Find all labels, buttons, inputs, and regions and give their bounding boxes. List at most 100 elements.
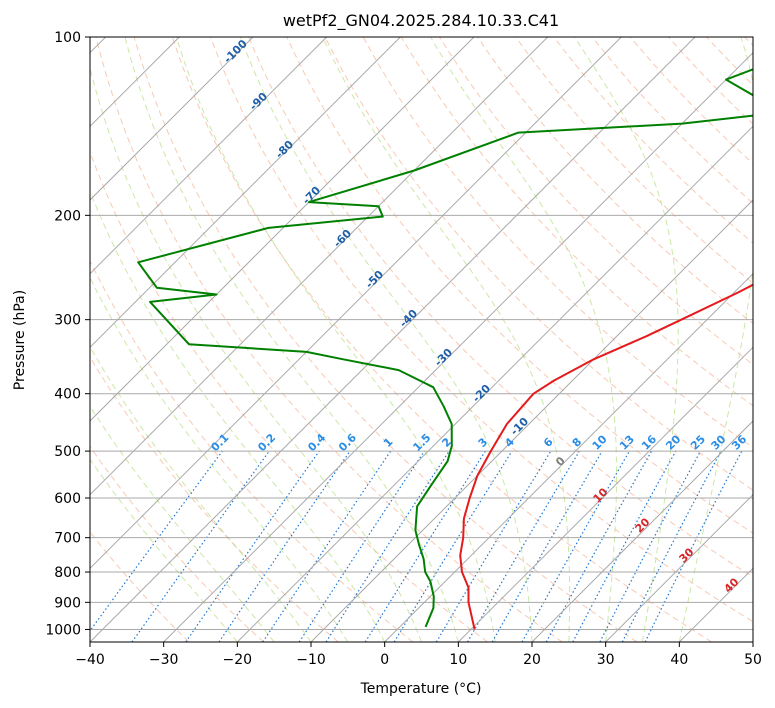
mixing-ratio-label: 10 bbox=[590, 432, 610, 452]
dry-adiabat-line bbox=[90, 531, 190, 642]
x-tick-label: −20 bbox=[223, 652, 253, 668]
mixing-ratio-lines bbox=[90, 450, 743, 642]
isotherm-line bbox=[90, 37, 328, 275]
chart-title: wetPf2_GN04.2025.284.10.33.C41 bbox=[283, 11, 559, 31]
y-tick-label: 500 bbox=[54, 444, 81, 460]
isotherm-line bbox=[752, 641, 753, 642]
y-tick-label: 900 bbox=[54, 595, 81, 611]
moist-adiabat-line bbox=[90, 458, 238, 642]
mixing-ratio-label: 1 bbox=[381, 435, 396, 450]
isotherm-label: -60 bbox=[331, 227, 354, 250]
x-axis-ticks: −40 −30 −20 −10 0 10 20 30 40 50 bbox=[75, 642, 762, 668]
y-tick-label: 600 bbox=[54, 491, 81, 507]
mixing-ratio-line bbox=[393, 450, 513, 642]
mixing-ratio-label: 25 bbox=[688, 433, 708, 453]
dry-adiabat-line bbox=[90, 445, 264, 642]
dry-adiabat-line bbox=[248, 37, 753, 578]
x-tick-label: −10 bbox=[296, 652, 326, 668]
dry-adiabat-line bbox=[90, 355, 339, 642]
moist-adiabat-line bbox=[90, 65, 422, 642]
isotherm-line bbox=[531, 420, 753, 642]
y-tick-label: 700 bbox=[54, 531, 81, 547]
moist-adiabat-label: 10 bbox=[591, 485, 611, 505]
mixing-ratio-label: 8 bbox=[570, 435, 585, 450]
mixing-ratio-line bbox=[262, 450, 392, 642]
dry-adiabat-line bbox=[744, 37, 753, 47]
dewpoint-profile bbox=[137, 68, 753, 628]
mixing-ratio-line bbox=[131, 450, 270, 642]
mixing-ratio-line bbox=[185, 450, 320, 642]
isotherm-line bbox=[236, 125, 753, 642]
dry-adiabat-line bbox=[400, 37, 753, 407]
x-tick-label: 10 bbox=[449, 652, 467, 668]
temperature-profile bbox=[459, 283, 753, 630]
dry-adiabat-line bbox=[90, 150, 488, 642]
y-tick-label: 200 bbox=[54, 208, 81, 224]
moist-adiabats bbox=[90, 37, 753, 642]
moist-adiabat-line bbox=[175, 37, 496, 642]
moist-adiabat-label: 40 bbox=[722, 575, 742, 595]
mixing-ratio-label: 6 bbox=[541, 435, 556, 450]
y-axis-ticks: 100 200 300 400 500 600 700 800 900 1000 bbox=[45, 30, 90, 638]
dry-adiabat-line bbox=[171, 37, 712, 642]
isotherm-line bbox=[310, 199, 753, 642]
mixing-ratio-label: 30 bbox=[709, 432, 729, 452]
dry-adiabats bbox=[90, 37, 753, 642]
x-tick-label: 50 bbox=[744, 652, 762, 668]
dry-adiabat-line bbox=[210, 37, 753, 623]
mixing-ratio-line bbox=[325, 450, 450, 642]
moist-adiabat-line bbox=[430, 37, 617, 642]
moist-adiabat-line bbox=[322, 37, 571, 642]
moist-adiabat-line bbox=[574, 37, 679, 642]
isotherm-label: -30 bbox=[432, 346, 455, 369]
isotherm-label: -90 bbox=[247, 90, 270, 113]
mixing-ratio-line bbox=[298, 450, 425, 642]
dry-adiabat-line bbox=[515, 37, 753, 284]
mixing-ratio-line bbox=[90, 450, 223, 632]
dry-adiabat-line bbox=[629, 37, 753, 165]
moist-adiabat-label: 20 bbox=[633, 515, 653, 535]
x-tick-label: 30 bbox=[597, 652, 615, 668]
isotherm-label: -80 bbox=[273, 138, 296, 161]
moist-adiabat-line bbox=[678, 37, 753, 642]
isotherm-line bbox=[384, 272, 753, 642]
mixing-ratio-line bbox=[364, 450, 486, 642]
isotherm-line bbox=[457, 346, 753, 642]
mixing-ratio-label: 16 bbox=[639, 432, 659, 452]
sounding-profiles bbox=[137, 68, 753, 630]
x-tick-label: 40 bbox=[670, 652, 688, 668]
mixing-ratio-label: 36 bbox=[729, 432, 749, 452]
isotherm-label: -20 bbox=[470, 382, 493, 405]
dry-adiabat-line bbox=[477, 37, 753, 325]
x-tick-label: −30 bbox=[149, 652, 179, 668]
mixing-ratio-line bbox=[218, 450, 351, 642]
isotherm-label: -100 bbox=[221, 37, 250, 66]
x-tick-label: 0 bbox=[380, 652, 389, 668]
dry-adiabat-line bbox=[90, 259, 414, 642]
x-tick-label: 20 bbox=[523, 652, 541, 668]
isotherm-line bbox=[90, 37, 696, 642]
y-tick-label: 300 bbox=[54, 313, 81, 329]
moist-adiabat-line bbox=[124, 37, 459, 642]
x-axis-label: Temperature (°C) bbox=[360, 681, 482, 697]
plot-area: -100-90-80-70-60-50-40-30-20-100.1 0.2 0.4… bbox=[90, 37, 753, 642]
mixing-ratio-line bbox=[466, 450, 580, 642]
reference-line-labels: -100-90-80-70-60-50-40-30-20-100.1 0.2 0.4… bbox=[208, 37, 749, 596]
dry-adiabat-line bbox=[95, 37, 563, 642]
isobars bbox=[90, 37, 753, 630]
isotherm-line bbox=[90, 37, 549, 496]
x-tick-label: −40 bbox=[75, 652, 105, 668]
moist-adiabat-label: 30 bbox=[677, 545, 697, 565]
moist-adiabat-line bbox=[90, 405, 275, 642]
isotherms bbox=[90, 37, 753, 642]
dry-adiabat-line bbox=[324, 37, 753, 491]
isotherm-label: -40 bbox=[397, 307, 420, 330]
y-tick-label: 100 bbox=[54, 30, 81, 46]
mixing-ratio-label: 20 bbox=[663, 432, 683, 452]
y-tick-label: 1000 bbox=[45, 622, 81, 638]
moist-adiabat-line bbox=[90, 189, 386, 642]
isotherm-line bbox=[163, 51, 753, 642]
isotherm-line bbox=[90, 37, 401, 349]
mixing-ratio-line bbox=[435, 450, 552, 642]
